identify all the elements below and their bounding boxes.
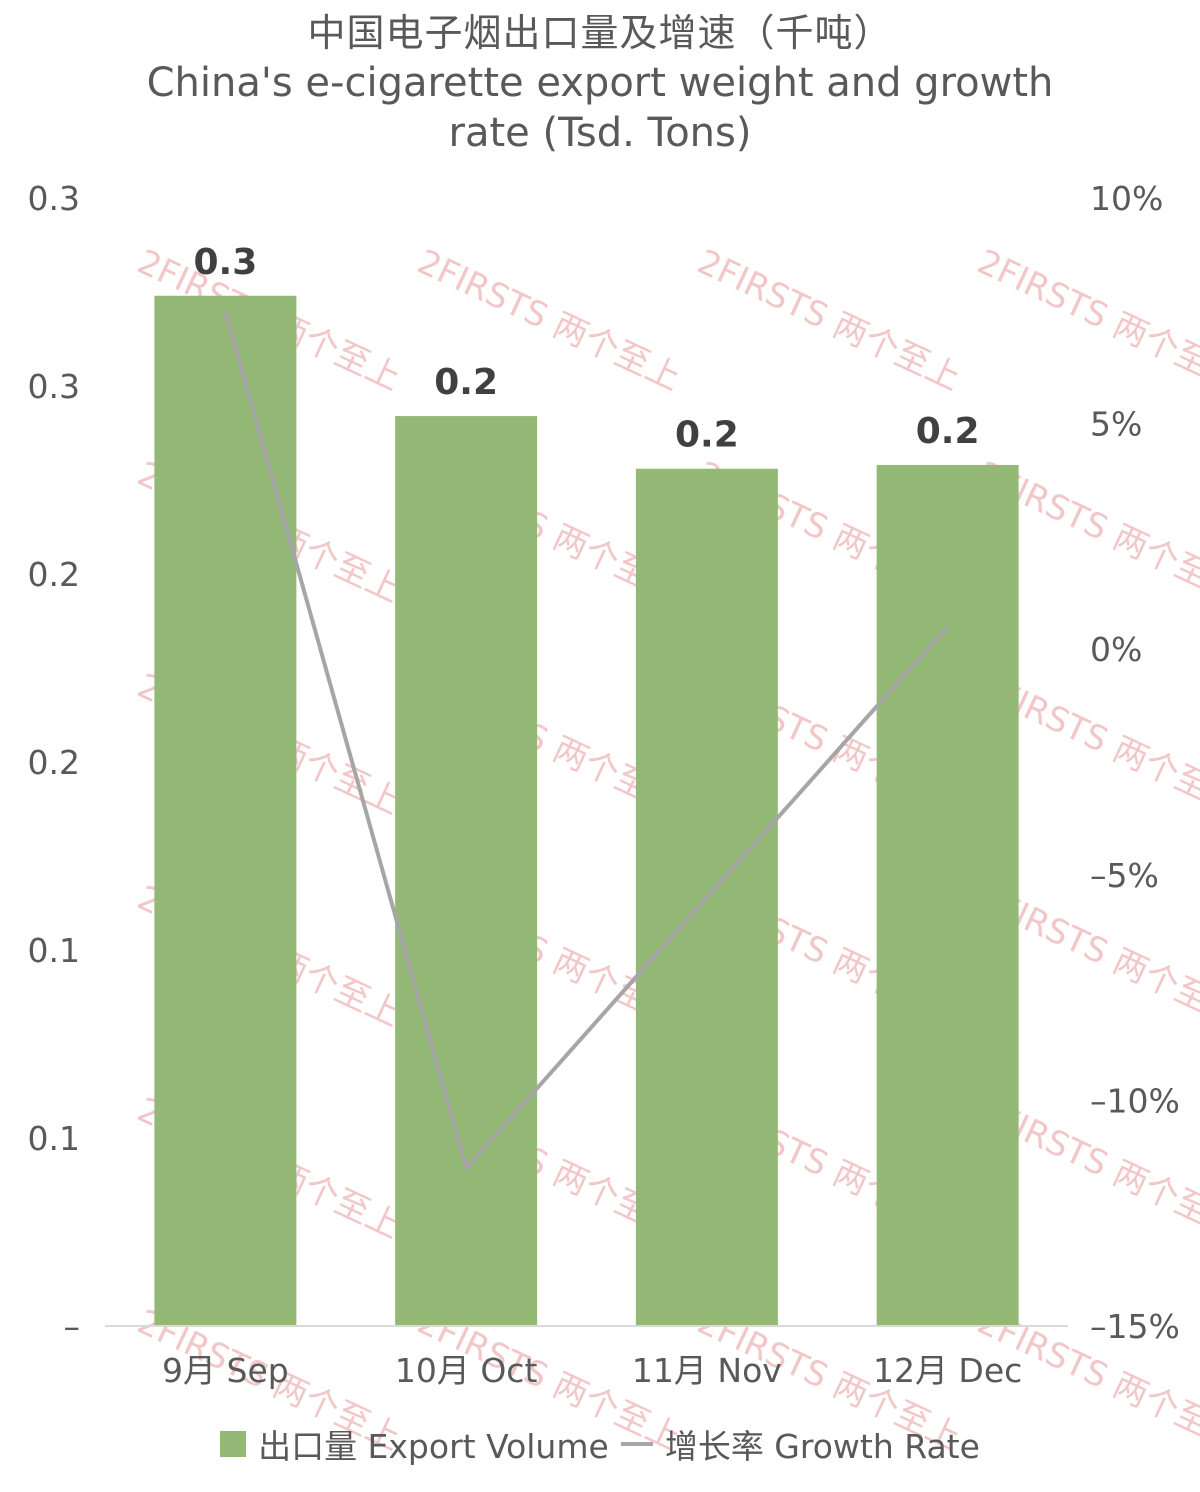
x-category-label: 10月 Oct (395, 1351, 538, 1390)
labels-layer: 0.3 0.2 0.2 0.2 – 0.1 0.1 0.2 0.2 0.3 0.3 –15% –10% –… (28, 179, 1180, 1390)
bar-data-label: 0.2 (675, 415, 739, 456)
y-left-tick-label: 0.2 (28, 555, 80, 594)
y-left-tick-label: 0.1 (28, 1119, 80, 1158)
chart-title-en-line1: China's e-cigarette export weight and gr… (146, 60, 1054, 106)
legend-bar-swatch (220, 1431, 247, 1457)
chart-title: 中国电子烟出口量及增速（千吨） China's e-cigarette expo… (0, 8, 1200, 158)
y-right-tick-label: –15% (1090, 1307, 1180, 1346)
watermark-text: 2FIRSTS 两个至上 (971, 242, 1200, 399)
growth-rate-line (223, 310, 950, 1171)
y-left-tick-label: 0.3 (28, 367, 80, 406)
legend-item-export-volume: 出口量 Export Volume (220, 1420, 609, 1468)
bar-export-volume (395, 416, 538, 1327)
x-category-label: 11月 Nov (632, 1351, 782, 1390)
y-left-tick-label: – (64, 1307, 81, 1346)
y-right-tick-label: 0% (1090, 630, 1142, 669)
chart-title-en-line2: rate (Tsd. Tons) (448, 110, 752, 156)
y-left-tick-label: 0.2 (28, 743, 80, 782)
legend-bar-label: 出口量 Export Volume (258, 1427, 609, 1466)
legend-line-label: 增长率 Growth Rate (664, 1427, 980, 1466)
y-right-tick-label: –5% (1090, 856, 1159, 895)
y-right-tick-label: 5% (1090, 405, 1142, 444)
y-right-tick-label: 10% (1090, 179, 1163, 218)
bar-export-volume (154, 295, 297, 1326)
bars-layer (154, 295, 1019, 1327)
legend-line-swatch (620, 1442, 653, 1446)
y-left-tick-label: 0.3 (28, 179, 80, 218)
chart-title-zh: 中国电子烟出口量及增速（千吨） (307, 11, 893, 55)
x-category-label: 12月 Dec (873, 1351, 1022, 1390)
bar-export-volume (876, 464, 1019, 1327)
watermark-text: 2FIRSTS 两个至上 (691, 242, 967, 399)
bar-data-label: 0.2 (434, 362, 498, 403)
legend-item-growth-rate: 增长率 Growth Rate (620, 1420, 980, 1468)
y-left-tick-label: 0.1 (28, 931, 80, 970)
y-right-tick-label: –10% (1090, 1081, 1180, 1120)
legend: 出口量 Export Volume 增长率 Growth Rate (0, 1420, 1200, 1468)
bar-data-label: 0.3 (193, 242, 257, 283)
growth-line-layer (223, 310, 950, 1171)
x-category-label: 9月 Sep (162, 1351, 289, 1390)
bar-data-label: 0.2 (916, 411, 980, 452)
